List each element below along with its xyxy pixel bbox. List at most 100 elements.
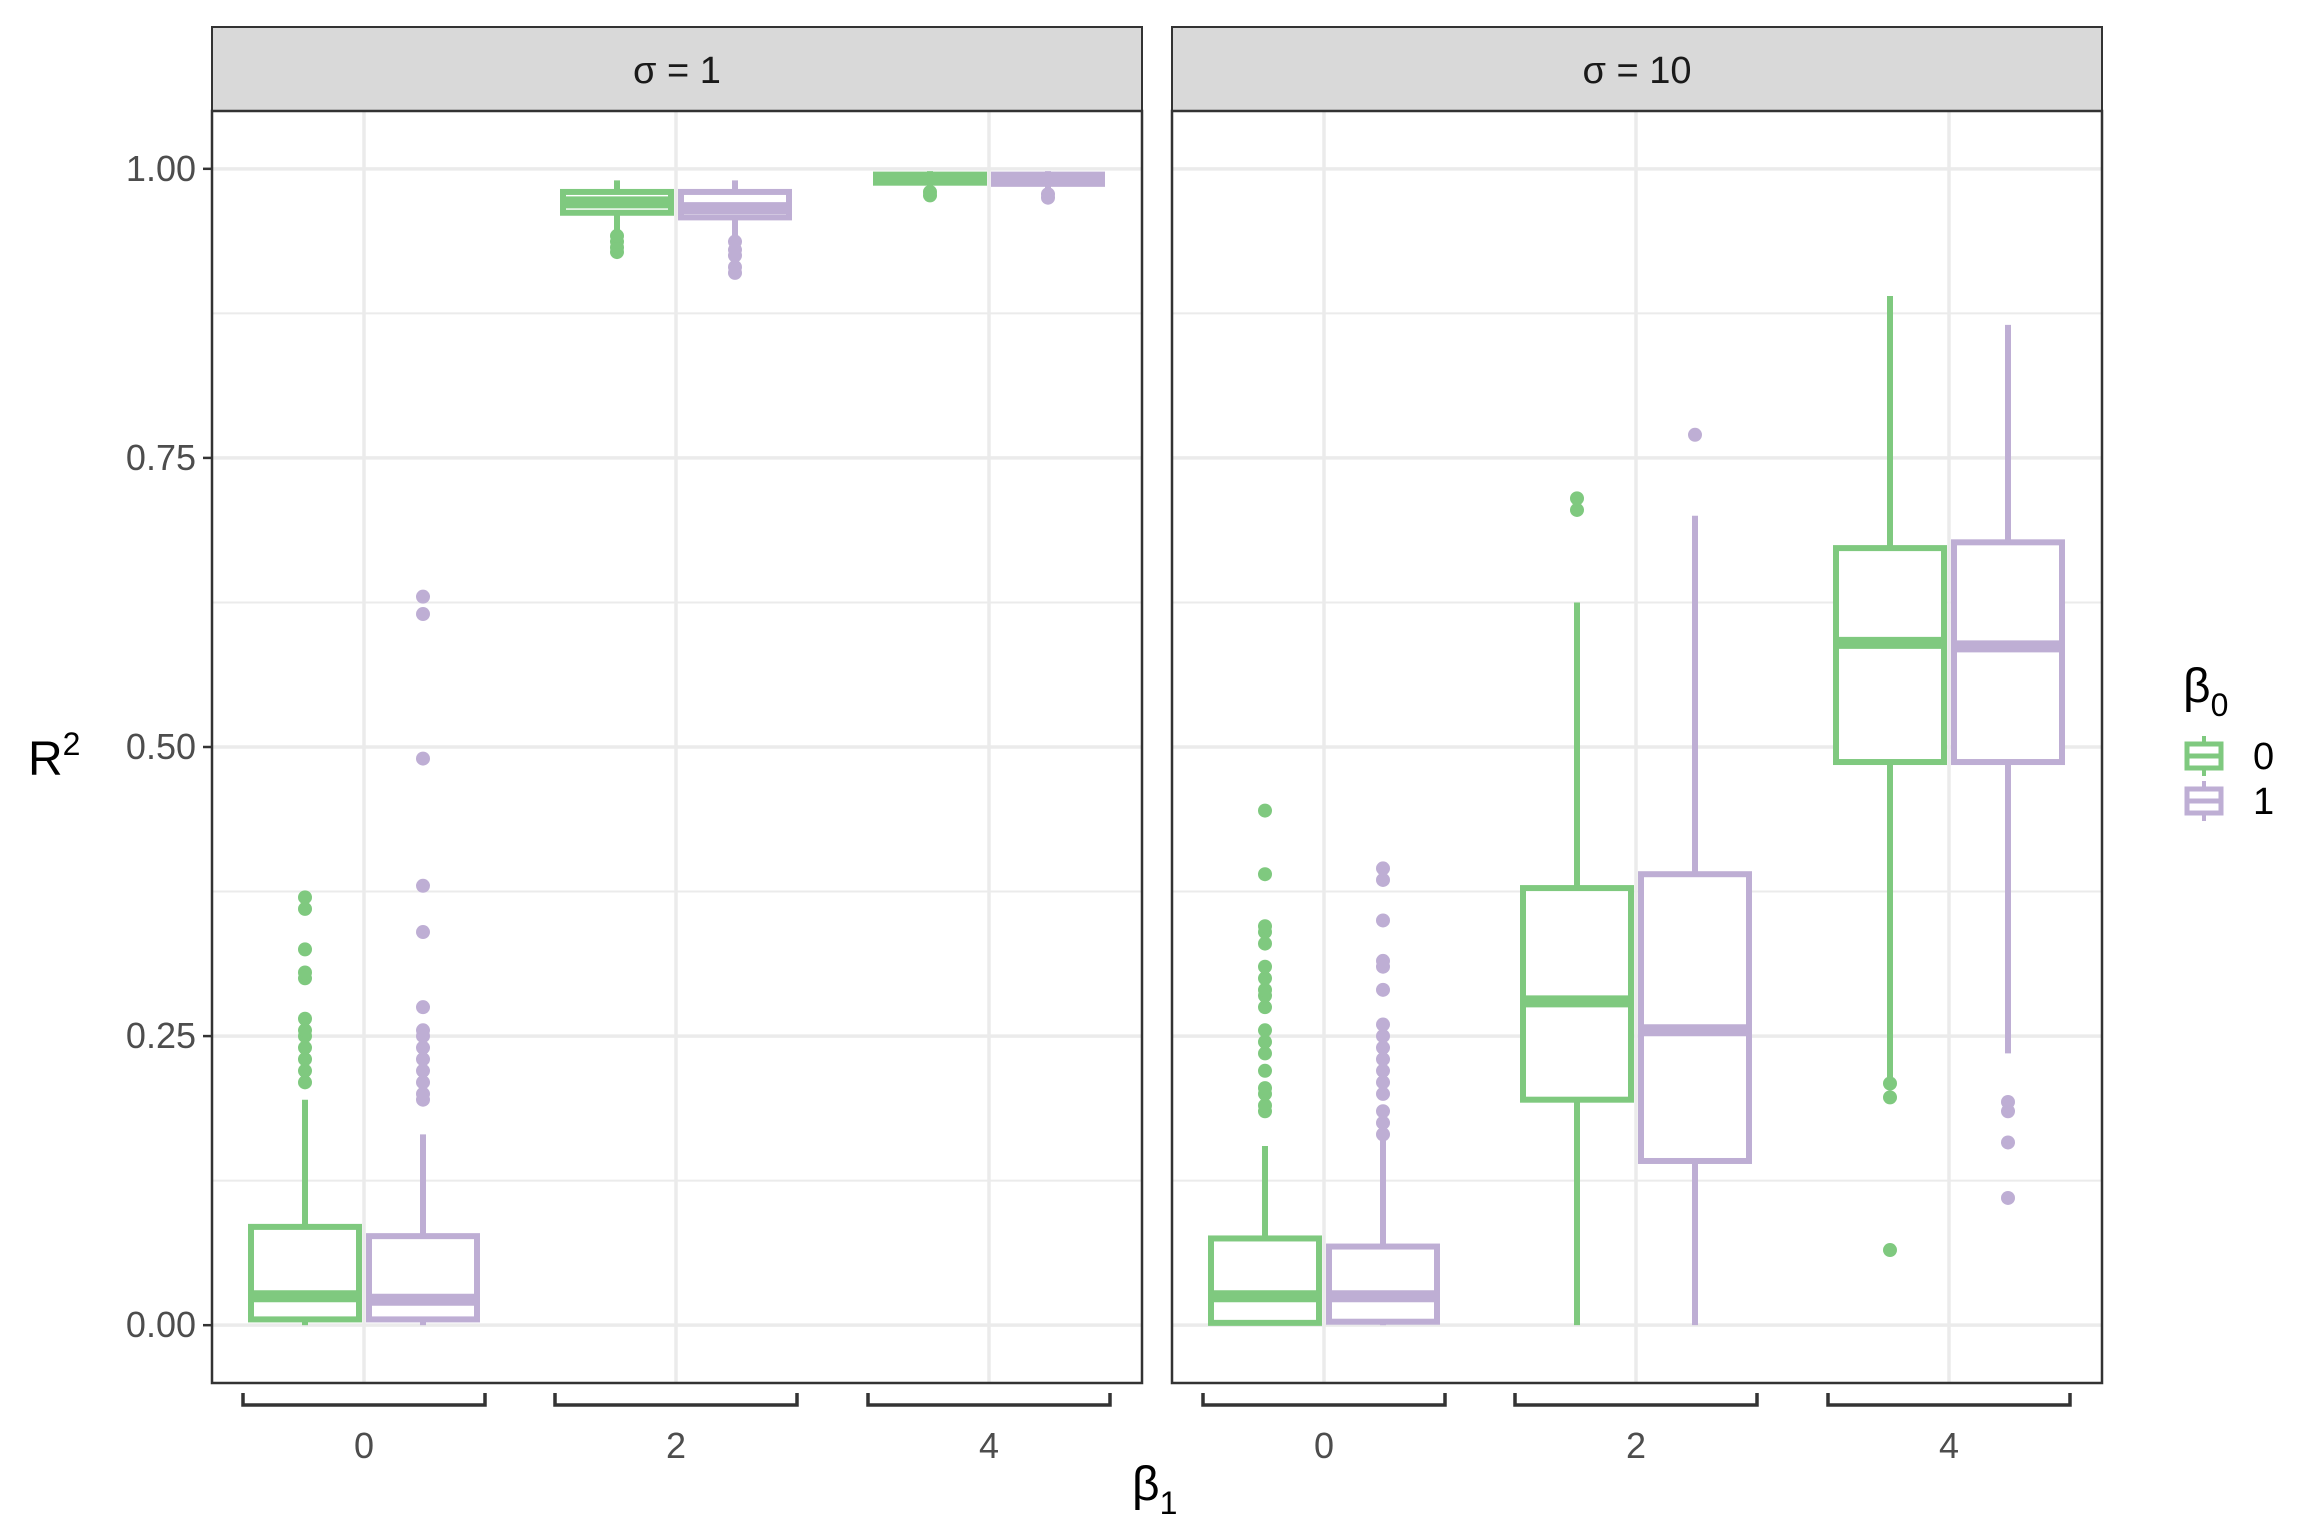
outlier-point	[1258, 959, 1272, 974]
outlier-point	[1258, 971, 1272, 986]
outlier-point	[1376, 953, 1390, 968]
facet-strip-label: σ = 10	[1582, 50, 1691, 92]
x-tick-label: 4	[1939, 1425, 1959, 1466]
legend-key-0: 0	[2184, 736, 2274, 778]
legend-title-sub: 0	[2211, 687, 2229, 723]
outlier-point	[416, 925, 430, 940]
facet-panel: σ = 1 0.00 0.25 0.50 0.75 1.00 0 2 4	[126, 26, 1144, 1466]
outlier-point	[416, 1000, 430, 1015]
x-bracket-guide	[241, 1393, 487, 1407]
outlier-point	[1883, 1076, 1897, 1091]
box-rect	[248, 1223, 362, 1323]
outlier-point	[1376, 913, 1390, 928]
outlier-point	[416, 751, 430, 766]
x-bracket-guide	[1513, 1393, 1759, 1407]
box-0-0	[1208, 803, 1322, 1326]
outlier-point	[1258, 1023, 1272, 1038]
outlier-point	[298, 1023, 312, 1038]
box-1-0	[366, 589, 480, 1326]
box-rect	[1638, 871, 1752, 1164]
outlier-point	[1258, 982, 1272, 997]
box-rect	[366, 1233, 480, 1323]
box-0-4	[1833, 296, 1947, 1258]
outlier-point	[298, 901, 312, 916]
outlier-point	[1258, 1034, 1272, 1049]
facet-strip-label: σ = 1	[633, 50, 721, 92]
box-1-4	[1951, 324, 2065, 1205]
outlier-point	[1258, 867, 1272, 882]
y-axis-title-main: R	[28, 733, 63, 786]
legend-label: 1	[2253, 781, 2274, 823]
box-1-4	[991, 171, 1105, 205]
outlier-point	[1570, 491, 1584, 506]
outlier-point	[923, 184, 937, 199]
outlier-point	[1883, 1090, 1897, 1105]
outlier-point	[1376, 1075, 1390, 1090]
outlier-point	[1258, 936, 1272, 951]
box-0-2	[1520, 491, 1634, 1326]
outlier-point	[1376, 861, 1390, 876]
outlier-point	[416, 1040, 430, 1055]
outlier-point	[1376, 1029, 1390, 1044]
outlier-point	[1258, 803, 1272, 818]
outlier-point	[1376, 1086, 1390, 1101]
outlier-point	[298, 1011, 312, 1026]
legend-title: β0	[2183, 660, 2228, 723]
outlier-point	[1258, 1081, 1272, 1096]
box-1-0	[1326, 861, 1440, 1326]
x-tick-label: 2	[1626, 1425, 1646, 1466]
outlier-point	[298, 1063, 312, 1078]
outlier-point	[1376, 982, 1390, 997]
facet-panels: σ = 1 0.00 0.25 0.50 0.75 1.00 0 2 4 σ = 10 0 2 4	[126, 26, 2104, 1466]
y-tick-label: 1.00	[126, 148, 196, 189]
outlier-point	[1258, 1000, 1272, 1015]
box-rect	[1520, 885, 1634, 1103]
outlier-point	[416, 1075, 430, 1090]
legend: β0 01	[2183, 660, 2274, 823]
y-tick-label: 0.75	[126, 437, 196, 478]
outlier-point	[1570, 502, 1584, 517]
outlier-point	[728, 260, 742, 275]
outlier-point	[416, 1063, 430, 1078]
outlier-point	[1376, 1017, 1390, 1032]
box-0-0	[248, 890, 362, 1326]
outlier-point	[728, 234, 742, 249]
outlier-point	[1041, 187, 1055, 202]
y-axis-title-sup: 2	[63, 726, 81, 762]
outlier-point	[610, 228, 624, 243]
facet-strip	[1171, 26, 2103, 112]
box-0-2	[560, 180, 674, 260]
legend-title-main: β	[2183, 660, 2211, 713]
outlier-point	[416, 1086, 430, 1101]
x-tick-label: 0	[354, 1425, 374, 1466]
facet-panel: σ = 10 0 2 4	[1170, 26, 2104, 1466]
box-1-2	[1638, 427, 1752, 1326]
outlier-point	[1258, 1046, 1272, 1061]
x-bracket-guide	[866, 1393, 1112, 1407]
x-tick-label: 0	[1314, 1425, 1334, 1466]
outlier-point	[298, 890, 312, 905]
outlier-point	[298, 1075, 312, 1090]
outlier-point	[416, 878, 430, 893]
box-1-2	[678, 180, 792, 280]
outlier-point	[1376, 1063, 1390, 1078]
outlier-point	[298, 942, 312, 957]
y-tick-label: 0.25	[126, 1015, 196, 1056]
box-rect	[1208, 1235, 1322, 1326]
outlier-point	[1376, 1127, 1390, 1142]
outlier-point	[1376, 1104, 1390, 1119]
x-bracket-guide	[553, 1393, 799, 1407]
x-bracket-guide	[1826, 1393, 2072, 1407]
legend-keys: 01	[2184, 736, 2274, 823]
outlier-point	[1376, 1115, 1390, 1130]
y-axis-title: R2	[28, 726, 80, 786]
outlier-point	[1688, 427, 1702, 442]
outlier-point	[1376, 1040, 1390, 1055]
legend-label: 0	[2253, 736, 2274, 778]
x-tick-label: 2	[666, 1425, 686, 1466]
facet-strip	[211, 26, 1143, 112]
outlier-point	[1258, 1098, 1272, 1113]
outlier-point	[416, 1023, 430, 1038]
outlier-point	[1883, 1243, 1897, 1258]
